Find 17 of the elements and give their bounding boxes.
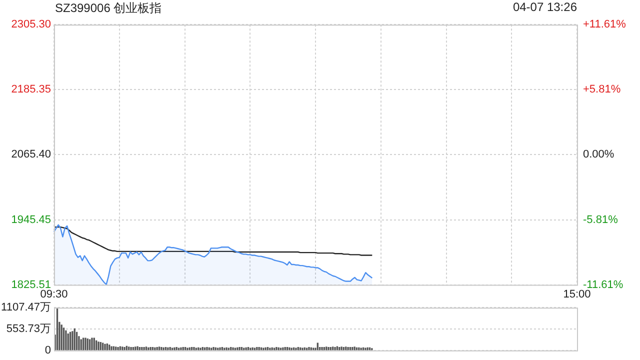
y2-tick-label: -11.61%	[583, 278, 624, 291]
chart-title: SZ399006 创业板指	[55, 0, 162, 17]
text: 04-07 13:26	[512, 0, 577, 14]
y-tick-label: 2065.40	[11, 148, 51, 161]
y-tick-label: 2185.35	[11, 84, 51, 96]
y2-tick-label: +11.61%	[583, 18, 626, 31]
y-tick-label: 1825.51	[11, 278, 51, 291]
y-tick-label: 1107.47万	[1, 302, 51, 314]
y2-tick-label: -5.81%	[583, 214, 618, 226]
y-tick-label: 1945.45	[11, 214, 51, 226]
x-tick-label: 09:30	[40, 288, 68, 300]
y-tick-label: 0	[44, 344, 51, 356]
y-tick-label: 553.73万	[6, 323, 51, 336]
x-tick-label: 15:00	[563, 288, 591, 300]
y2-tick-label: +5.81%	[583, 84, 621, 96]
y-tick-label: 2305.30	[11, 18, 51, 31]
y2-tick-label: 0.00%	[583, 148, 614, 161]
